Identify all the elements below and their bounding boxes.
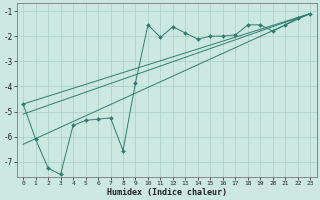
- X-axis label: Humidex (Indice chaleur): Humidex (Indice chaleur): [107, 188, 227, 197]
